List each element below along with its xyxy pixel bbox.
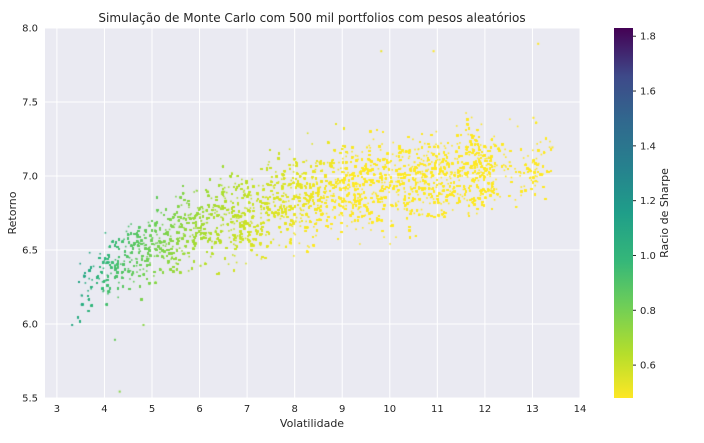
x-tick-label: 12 xyxy=(479,404,492,415)
plot-area xyxy=(45,28,580,398)
colorbar-tick-label: 1.2 xyxy=(640,196,656,207)
y-axis-label: Retorno xyxy=(6,191,19,234)
x-tick-label: 8 xyxy=(291,404,297,415)
x-tick-label: 13 xyxy=(526,404,539,415)
colorbar-ticks: 0.6 0.8 1.0 1.2 1.4 1.6 1.8 xyxy=(633,32,656,372)
y-tick-label: 8.0 xyxy=(22,24,38,35)
colorbar xyxy=(614,28,633,398)
x-tick-label: 11 xyxy=(431,404,444,415)
colorbar-tick-label: 1.4 xyxy=(640,141,656,152)
y-tick-label: 6.0 xyxy=(22,320,38,331)
colorbar-tick-label: 0.6 xyxy=(640,361,656,372)
colorbar-tick-label: 0.8 xyxy=(640,306,656,317)
y-tick-label: 6.5 xyxy=(22,246,38,257)
y-tick-label: 7.0 xyxy=(22,172,38,183)
y-axis-ticks: 5.5 6.0 6.5 7.0 7.5 8.0 xyxy=(22,24,38,405)
colorbar-tick-label: 1.6 xyxy=(640,87,656,98)
x-tick-label: 14 xyxy=(574,404,587,415)
x-axis-label: Volatilidade xyxy=(280,417,344,430)
x-axis-ticks: 3 4 5 6 7 8 9 10 11 12 13 14 xyxy=(54,404,587,415)
chart-title: Simulação de Monte Carlo com 500 mil por… xyxy=(98,11,525,25)
x-tick-label: 5 xyxy=(149,404,155,415)
x-tick-label: 10 xyxy=(383,404,396,415)
y-tick-label: 5.5 xyxy=(22,394,38,405)
x-tick-label: 6 xyxy=(196,404,202,415)
y-tick-label: 7.5 xyxy=(22,98,38,109)
colorbar-tick-label: 1.8 xyxy=(640,32,656,43)
x-tick-label: 3 xyxy=(54,404,60,415)
x-tick-label: 4 xyxy=(101,404,107,415)
x-tick-label: 9 xyxy=(339,404,345,415)
x-tick-label: 7 xyxy=(244,404,250,415)
colorbar-tick-label: 1.0 xyxy=(640,251,656,262)
colorbar-label: Racio de Sharpe xyxy=(658,168,671,258)
